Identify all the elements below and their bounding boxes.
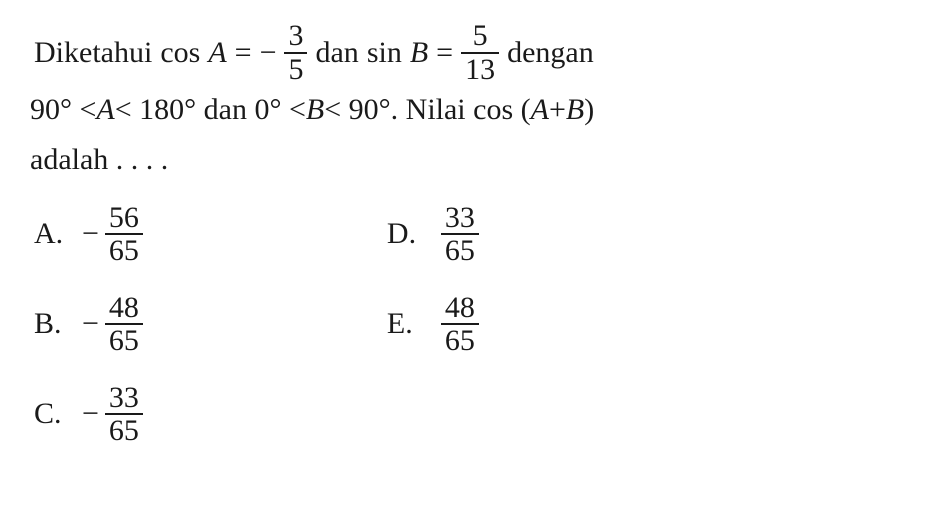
numerator: 48	[105, 292, 143, 324]
equals-2: =	[436, 28, 453, 78]
option-label: E.	[387, 307, 435, 341]
option-label: C.	[34, 397, 82, 431]
text-adalah: adalah . . . .	[30, 135, 168, 185]
neg-sign: −	[82, 307, 99, 341]
option-label: A.	[34, 217, 82, 251]
neg-sign-1: −	[260, 28, 277, 78]
options-container: A. − 56 65 B. − 48 65 C. −	[30, 194, 913, 464]
var-A: A	[208, 28, 226, 78]
var-A: A	[96, 85, 114, 135]
var-B-paren: B	[566, 85, 584, 135]
option-fraction: 33 65	[441, 202, 479, 267]
option-a: A. − 56 65	[34, 194, 147, 274]
neg-sign: −	[82, 217, 99, 251]
option-fraction: 48 65	[105, 292, 143, 357]
question-line-2: 90° < A < 180° dan 0° < B < 90°. Nilai c…	[30, 85, 913, 135]
options-col-right: D. 33 65 E. 48 65	[387, 194, 483, 464]
denominator: 65	[441, 323, 479, 357]
neg-sign: −	[82, 397, 99, 431]
plus-sign: +	[549, 85, 566, 135]
text-cos: cos	[160, 28, 200, 78]
numerator: 56	[105, 202, 143, 234]
fraction-5-13: 5 13	[461, 20, 499, 85]
question-line-3: adalah . . . .	[30, 135, 913, 185]
denominator: 13	[461, 52, 499, 86]
equals-1: =	[235, 28, 252, 78]
denominator: 5	[284, 52, 307, 86]
option-b: B. − 48 65	[34, 284, 147, 364]
denominator: 65	[105, 323, 143, 357]
fraction-3-5: 3 5	[284, 20, 307, 85]
text-sin: sin	[367, 28, 402, 78]
option-fraction: 56 65	[105, 202, 143, 267]
range-1a: 90° <	[30, 85, 96, 135]
denominator: 65	[105, 233, 143, 267]
text-dan: dan	[315, 28, 358, 78]
numerator: 33	[441, 202, 479, 234]
question-line-1: Diketahui cos A = − 3 5 dan sin B = 5 13…	[30, 20, 913, 85]
option-e: E. 48 65	[387, 284, 483, 364]
range-2b: < 90°. Nilai cos (	[324, 85, 530, 135]
option-d: D. 33 65	[387, 194, 483, 274]
numerator: 48	[441, 292, 479, 324]
var-B: B	[306, 85, 324, 135]
option-fraction: 33 65	[105, 382, 143, 447]
denominator: 65	[441, 233, 479, 267]
var-B: B	[410, 28, 428, 78]
option-fraction: 48 65	[441, 292, 479, 357]
options-col-left: A. − 56 65 B. − 48 65 C. −	[34, 194, 147, 464]
close-paren: )	[584, 85, 594, 135]
text-diketahui: Diketahui	[34, 28, 152, 78]
numerator: 5	[469, 20, 492, 52]
text-dengan: dengan	[507, 28, 594, 78]
option-label: D.	[387, 217, 435, 251]
option-c: C. − 33 65	[34, 374, 147, 454]
var-A-paren: A	[531, 85, 549, 135]
denominator: 65	[105, 413, 143, 447]
question-block: Diketahui cos A = − 3 5 dan sin B = 5 13…	[30, 20, 913, 184]
range-1b: < 180° dan 0° <	[115, 85, 306, 135]
numerator: 3	[284, 20, 307, 52]
option-label: B.	[34, 307, 82, 341]
numerator: 33	[105, 382, 143, 414]
